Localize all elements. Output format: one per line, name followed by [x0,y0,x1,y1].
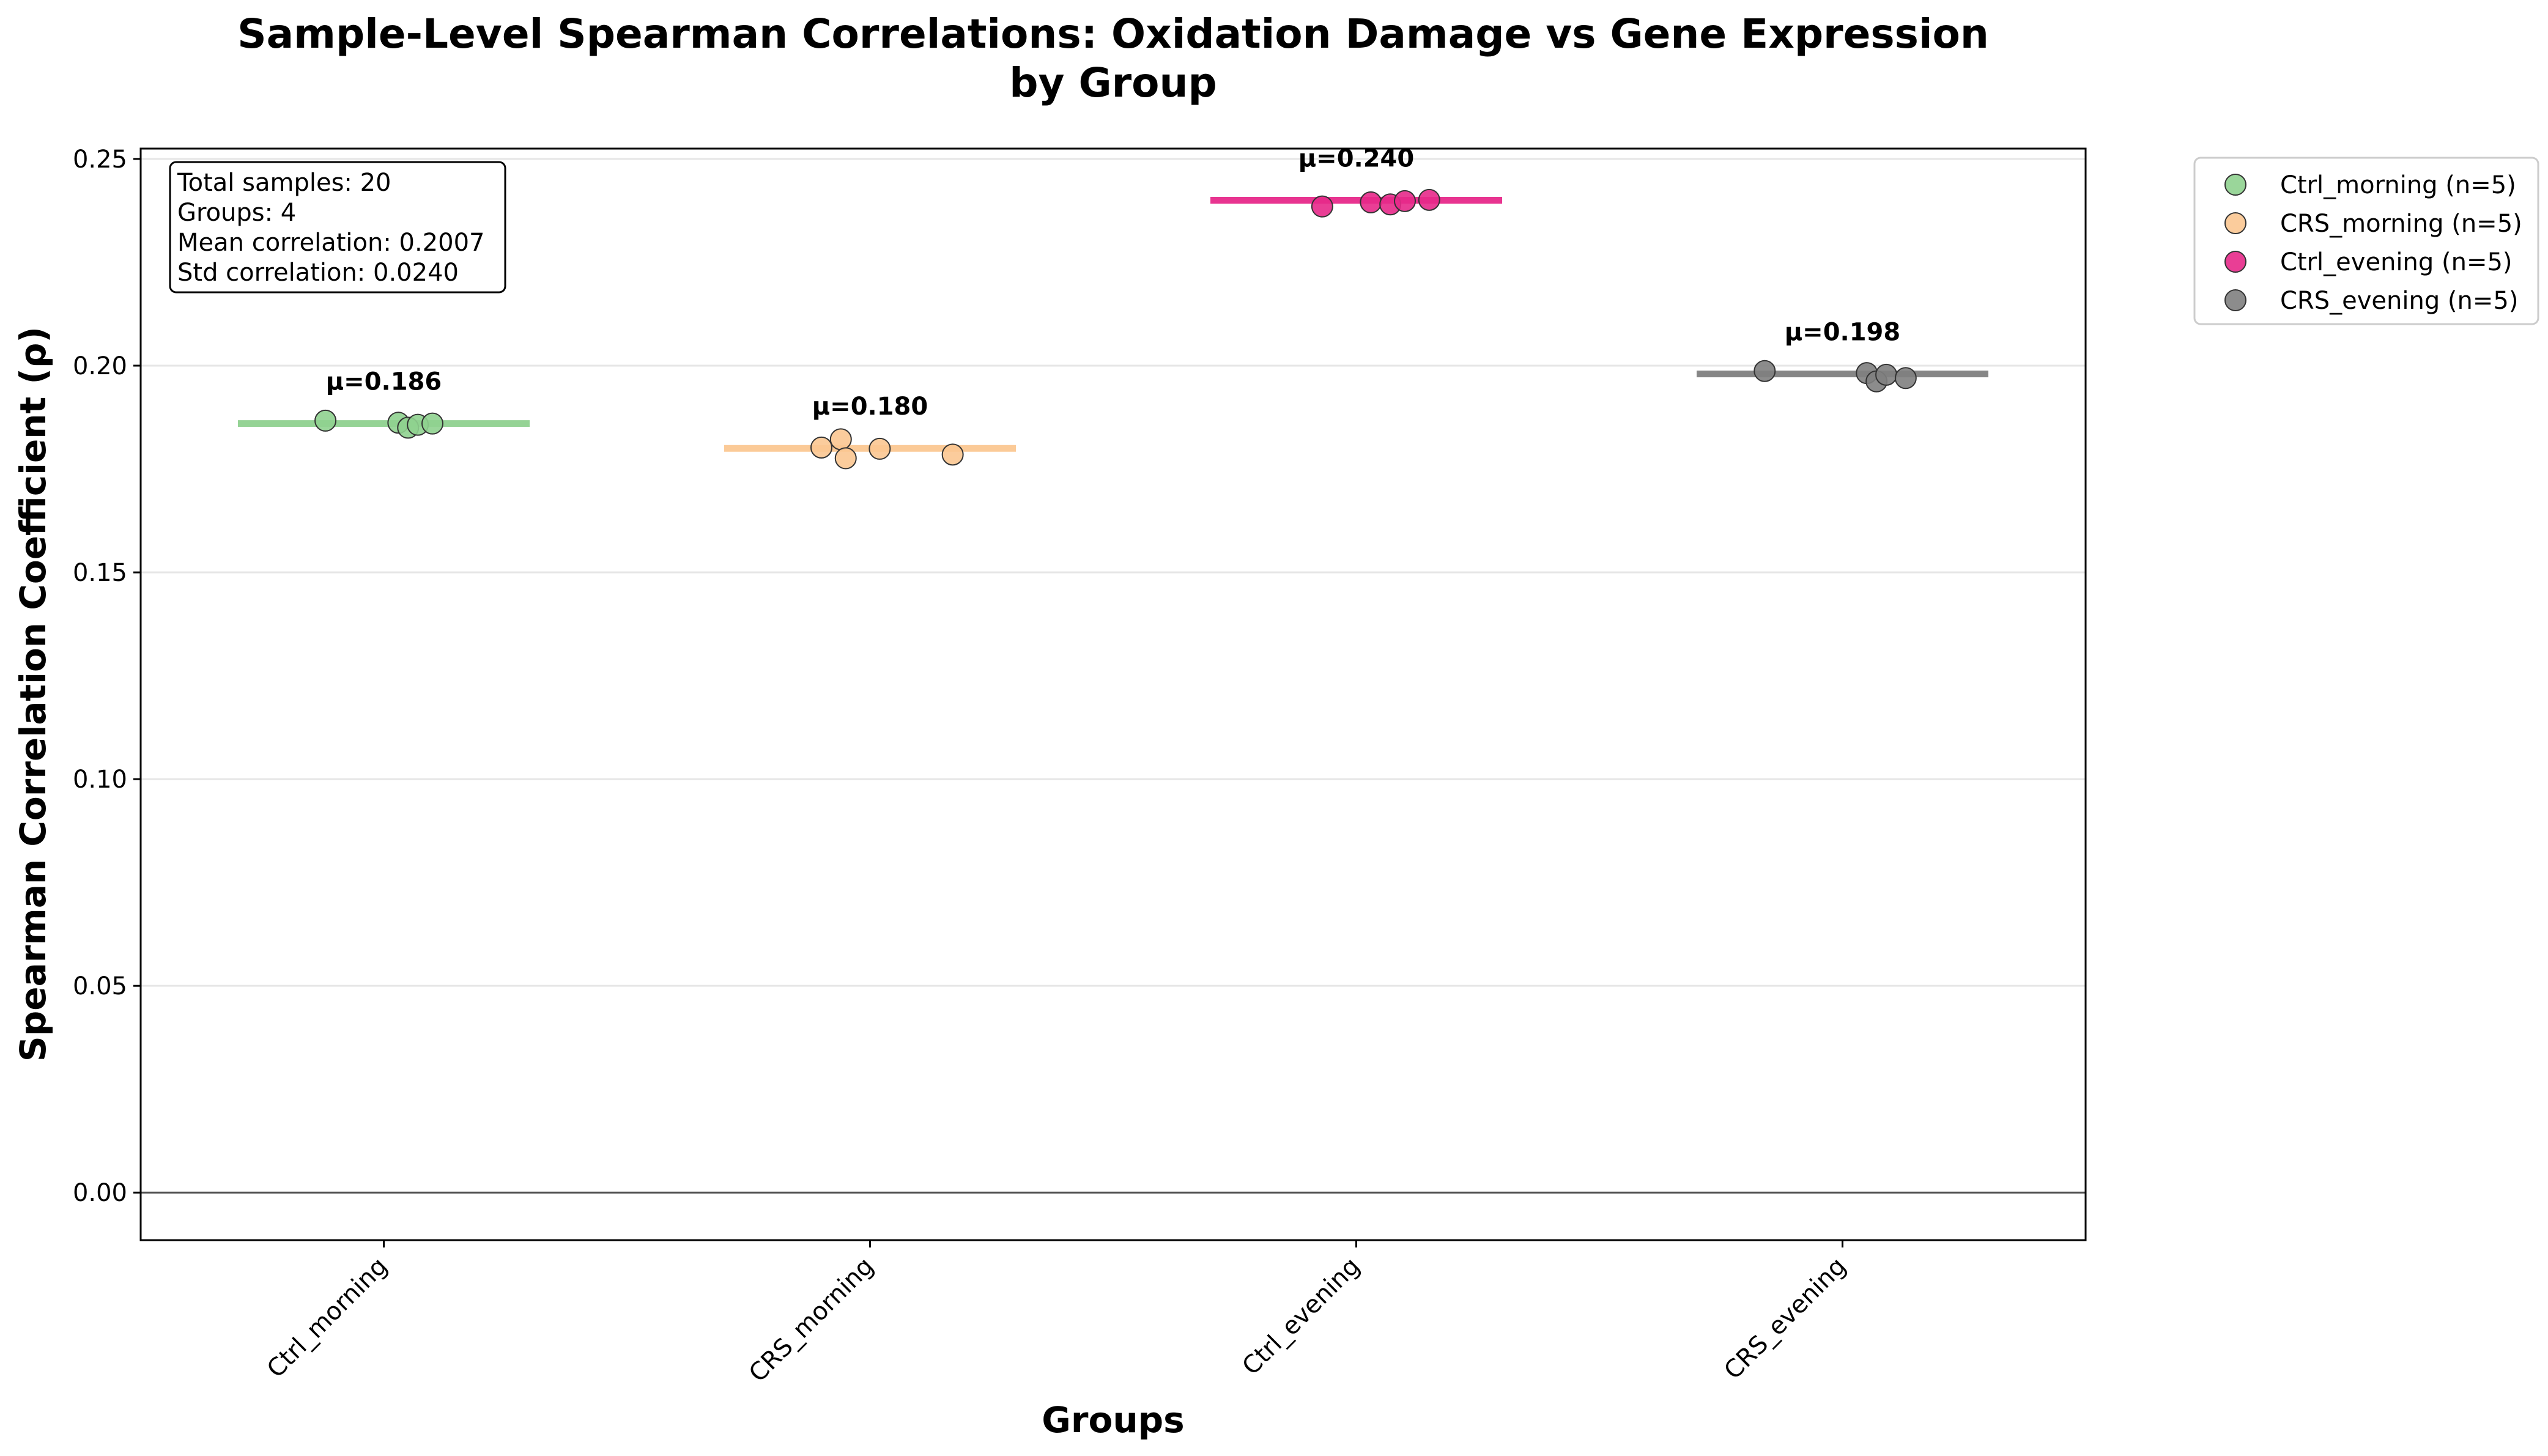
y-tick-label: 0.00 [73,1179,127,1207]
x-tick-label: Ctrl_morning [262,1252,393,1384]
legend-label: Ctrl_morning (n=5) [2280,171,2516,199]
x-axis: Ctrl_morning CRS_morning Ctrl_evening CRS_e… [262,1240,1852,1388]
series-CRS_evening: μ=0.198 [1697,318,1988,391]
stats-line: Std correlation: 0.0240 [177,259,459,287]
data-point [869,438,890,459]
data-point [811,437,832,458]
y-tick-label: 0.05 [73,972,127,1000]
chart-title-line1: Sample-Level Spearman Correlations: Oxid… [237,10,1989,57]
x-tick-label: CRS_evening [1719,1252,1851,1385]
y-tick-label: 0.20 [73,352,127,380]
legend-marker [2225,174,2246,195]
chart-title-line2: by Group [1009,59,1217,106]
stats-line: Total samples: 20 [177,169,391,197]
data-point [831,429,851,449]
y-tick-label: 0.10 [73,766,127,794]
mean-label: μ=0.186 [326,368,442,396]
series-CRS_morning: μ=0.180 [724,393,1016,468]
data-point [1754,361,1775,382]
mean-label: μ=0.198 [1785,318,1900,346]
data-point [1360,192,1381,213]
y-tick-label: 0.15 [73,559,127,587]
legend-label: Ctrl_evening (n=5) [2280,248,2513,276]
stats-line: Mean correlation: 0.2007 [177,229,484,257]
data-point [835,448,856,468]
data-point [315,410,336,431]
legend-label: CRS_morning (n=5) [2280,210,2522,238]
data-point [943,444,963,465]
series-Ctrl_morning: μ=0.186 [238,368,530,438]
legend-marker [2225,290,2246,311]
data-point [1312,196,1333,217]
legend-marker [2225,213,2246,234]
y-tick-label: 0.25 [73,146,127,174]
legend-label: CRS_evening (n=5) [2280,287,2518,315]
x-tick-label: Ctrl_evening [1237,1252,1365,1381]
mean-label: μ=0.180 [812,393,928,421]
series-Ctrl_evening: μ=0.240 [1210,145,1502,217]
stats-box: Total samples: 20 Groups: 4 Mean correla… [170,162,505,292]
data-point [422,413,443,434]
data-point [1419,190,1440,210]
legend-marker [2225,251,2246,272]
y-axis-title: Spearman Correlation Coefficient (ρ) [12,327,54,1062]
x-tick-label: CRS_morning [744,1252,880,1388]
grid [141,159,2086,1192]
data-point [1895,368,1916,388]
plot-frame [141,149,2086,1240]
stats-line: Groups: 4 [177,199,296,227]
x-axis-title: Groups [1042,1399,1184,1441]
data-point [1394,191,1415,212]
y-axis: 0.00 0.05 0.10 0.15 0.20 0.25 [73,146,141,1207]
data-point [1876,364,1897,385]
legend: Ctrl_morning (n=5) CRS_morning (n=5) Ctrl_… [2194,158,2538,324]
